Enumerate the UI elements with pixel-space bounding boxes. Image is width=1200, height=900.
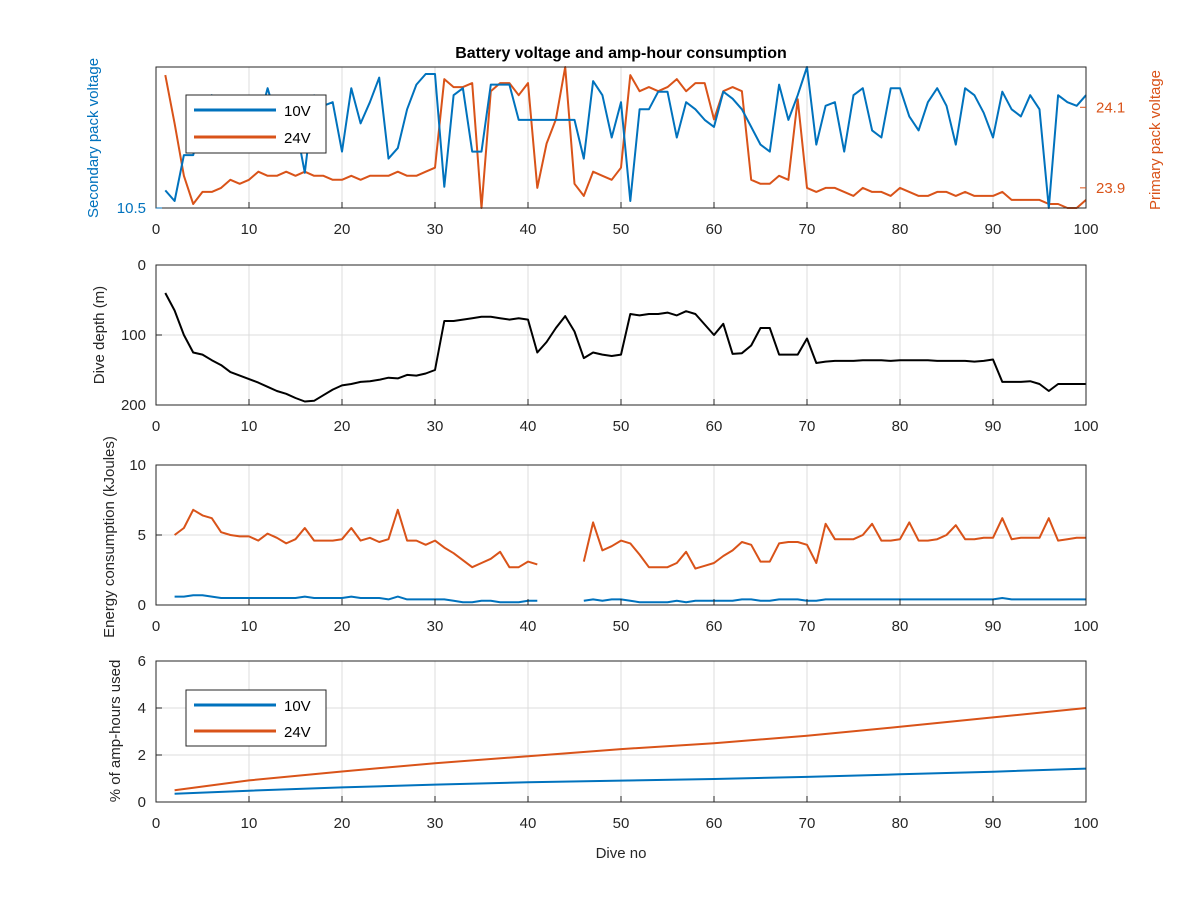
x-tick-label: 40: [520, 618, 537, 635]
y-tick-label: 23.9: [1096, 180, 1125, 197]
x-tick-label: 80: [892, 418, 909, 435]
x-tick-label: 50: [613, 618, 630, 635]
depth-panel: 0 10 20 30 40 50 60 70 80 90 100 0 100 200 Dive dept…: [91, 257, 1099, 435]
x-tick-label: 10: [241, 418, 258, 435]
series-24v-voltage-line: [164, 66, 1087, 209]
x-tick-label: 30: [427, 815, 444, 832]
x-tick-label: 0: [152, 221, 160, 238]
amphours-legend-label-10v: 10V: [284, 698, 311, 715]
amphours-legend-label-24v: 24V: [284, 724, 311, 741]
amphours-y-ticks: 0 2 4 6: [138, 653, 162, 811]
x-tick-label: 60: [706, 418, 723, 435]
x-tick-label: 20: [334, 815, 351, 832]
series-24v-amphours-line: [174, 707, 1087, 792]
x-tick-label: 100: [1073, 221, 1098, 238]
x-tick-label: 70: [799, 418, 816, 435]
y-tick-label: 6: [138, 653, 146, 670]
amphours-panel: 0 10 20 30 40 50 60 70 80 90 100 0 2 4 6 % of amp-hou…: [107, 653, 1099, 862]
amphours-series: [174, 707, 1087, 795]
x-tick-label: 40: [520, 815, 537, 832]
amphours-legend: 10V 24V: [185, 689, 327, 747]
left-y-axis-label: Secondary pack voltage: [85, 58, 102, 218]
voltage-legend-box: [185, 94, 327, 154]
voltage-right-y-ticks: 23.9 24.1: [1080, 99, 1125, 197]
y-tick-label: 0: [138, 597, 146, 614]
x-axis-label: Dive no: [596, 845, 647, 862]
voltage-legend-label-24v: 24V: [284, 130, 311, 147]
x-tick-label: 90: [985, 418, 1002, 435]
energy-series: [173, 508, 1086, 604]
y-tick-label: 2: [138, 747, 146, 764]
series-10v-amphours-line: [174, 767, 1087, 795]
series-24v-energy-line: [173, 508, 1086, 570]
voltage-legend: 10V 24V: [185, 94, 327, 154]
x-tick-label: 70: [799, 815, 816, 832]
x-tick-label: 30: [427, 221, 444, 238]
y-tick-label: 0: [138, 794, 146, 811]
x-tick-label: 20: [334, 418, 351, 435]
amphours-legend-box: [185, 689, 327, 747]
y-tick-label: 10: [129, 457, 146, 474]
y-tick-label: 10.5: [117, 200, 146, 217]
y-tick-label: 0: [138, 257, 146, 274]
x-tick-label: 60: [706, 815, 723, 832]
x-tick-label: 90: [985, 618, 1002, 635]
x-tick-label: 80: [892, 618, 909, 635]
x-tick-label: 40: [520, 221, 537, 238]
x-tick-label: 40: [520, 418, 537, 435]
x-tick-label: 0: [152, 618, 160, 635]
y-tick-label: 200: [121, 397, 146, 414]
x-tick-label: 10: [241, 815, 258, 832]
depth-x-ticks: 0 10 20 30 40 50 60 70 80 90 100: [152, 399, 1099, 435]
x-tick-label: 10: [241, 221, 258, 238]
x-tick-label: 50: [613, 221, 630, 238]
x-tick-label: 90: [985, 221, 1002, 238]
depth-y-ticks: 0 100 200: [121, 257, 162, 414]
right-y-axis-label: Primary pack voltage: [1147, 70, 1164, 210]
energy-y-axis-label: Energy consumption (kJoules): [101, 436, 118, 638]
x-tick-label: 100: [1073, 618, 1098, 635]
x-tick-label: 90: [985, 815, 1002, 832]
y-tick-label: 24.1: [1096, 99, 1125, 116]
amphours-y-axis-label: % of amp-hours used: [107, 660, 124, 803]
x-tick-label: 60: [706, 221, 723, 238]
x-tick-label: 100: [1073, 418, 1098, 435]
voltage-x-ticks: 0 10 20 30 40 50 60 70 80 90 100: [152, 202, 1099, 238]
x-tick-label: 50: [613, 815, 630, 832]
x-tick-label: 10: [241, 618, 258, 635]
amphours-x-ticks: 0 10 20 30 40 50 60 70 80 90 100: [152, 796, 1099, 832]
energy-y-ticks: 0 5 10: [129, 457, 162, 614]
x-tick-label: 0: [152, 418, 160, 435]
energy-panel: 0 10 20 30 40 50 60 70 80 90 100 0 5 10 Energy consu…: [101, 436, 1099, 638]
x-tick-label: 30: [427, 618, 444, 635]
x-tick-label: 80: [892, 221, 909, 238]
y-tick-label: 4: [138, 700, 146, 717]
depth-y-axis-label: Dive depth (m): [91, 286, 108, 384]
x-tick-label: 80: [892, 815, 909, 832]
chart-title: Battery voltage and amp-hour consumption: [455, 45, 787, 62]
y-tick-label: 100: [121, 327, 146, 344]
depth-series: [164, 292, 1086, 403]
voltage-legend-label-10v: 10V: [284, 103, 311, 120]
x-tick-label: 100: [1073, 815, 1098, 832]
x-tick-label: 70: [799, 618, 816, 635]
x-tick-label: 20: [334, 221, 351, 238]
x-tick-label: 20: [334, 618, 351, 635]
series-10v-energy-line: [174, 594, 1086, 604]
x-tick-label: 70: [799, 221, 816, 238]
dive-depth-line: [164, 292, 1086, 403]
voltage-panel: 0 10 20 30 40 50 60 70 80 90 100 10.5 23.9 24.1 Bat…: [85, 45, 1164, 238]
energy-x-ticks: 0 10 20 30 40 50 60 70 80 90 100: [152, 599, 1099, 635]
x-tick-label: 60: [706, 618, 723, 635]
y-tick-label: 5: [138, 527, 146, 544]
voltage-left-y-ticks: 10.5: [117, 200, 162, 217]
x-tick-label: 50: [613, 418, 630, 435]
x-tick-label: 30: [427, 418, 444, 435]
x-tick-label: 0: [152, 815, 160, 832]
